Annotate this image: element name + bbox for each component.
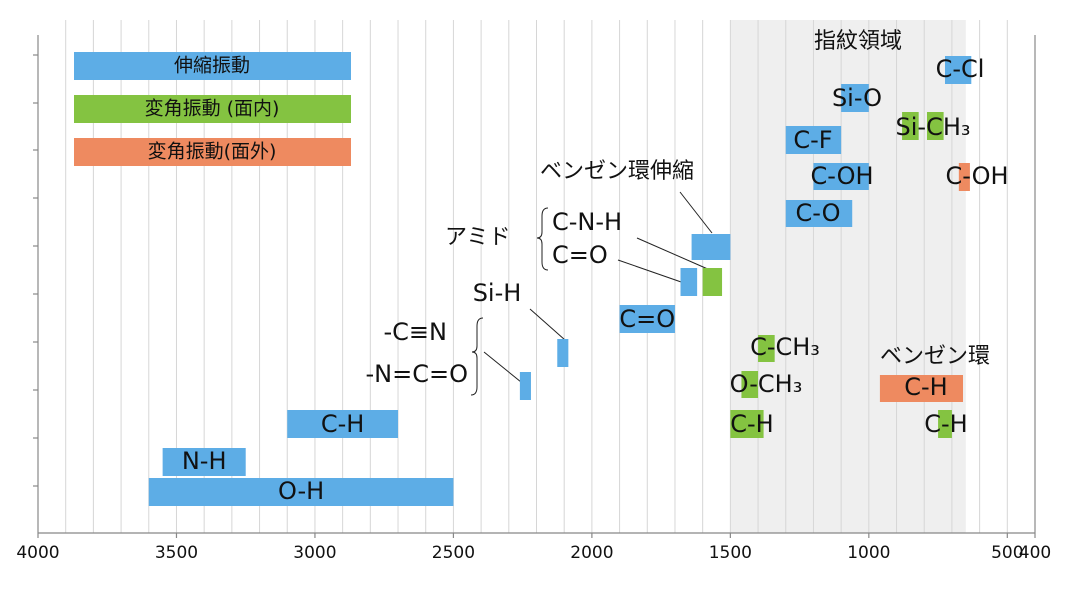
range-bar — [730, 410, 764, 438]
leader-line — [617, 259, 685, 284]
bar-label: Si-H — [473, 279, 522, 307]
bar-label: C-F — [793, 126, 832, 154]
bar-label: O-CH₃ — [730, 370, 803, 398]
leader-line — [483, 351, 522, 383]
bar-label: C-OH — [810, 162, 873, 190]
legend-label: 変角振動 (面内) — [145, 98, 280, 120]
bar-label: ベンゼン環 — [880, 344, 990, 369]
range-bar — [680, 268, 698, 296]
bar-label: -N=C=O — [366, 360, 468, 388]
bar-label: C-Cl — [936, 55, 985, 83]
range-bar — [702, 268, 723, 296]
range-bar — [944, 56, 972, 84]
range-bar — [758, 335, 775, 362]
brace — [536, 207, 549, 271]
bar-label: C=O — [619, 305, 675, 333]
range-bar — [519, 372, 531, 400]
x-tick-label: 1000 — [847, 543, 890, 563]
range-bar — [902, 112, 919, 140]
x-tick-label: 2500 — [432, 543, 475, 563]
range-bar — [557, 339, 569, 367]
region-label: 指紋領域 — [814, 29, 902, 54]
legend-label: 伸縮振動 — [174, 55, 250, 77]
bar-label: C-H — [924, 410, 967, 438]
range-bar — [619, 305, 675, 333]
x-tick-label: 2000 — [570, 543, 613, 563]
range-bar — [879, 375, 963, 402]
leader-line — [636, 237, 711, 271]
legend-swatch — [74, 138, 351, 166]
bar-label: C-H — [321, 410, 364, 438]
bar-label: N-H — [182, 447, 227, 475]
x-tick-label: 400 — [1019, 543, 1051, 563]
x-tick-label: 1500 — [709, 543, 752, 563]
bar-label: C-N-H — [552, 208, 622, 236]
x-tick-label: 3000 — [293, 543, 336, 563]
range-bar — [938, 410, 952, 438]
bar-label: Si-O — [832, 84, 882, 112]
range-bar — [148, 478, 454, 506]
x-tick-label: 3500 — [155, 543, 198, 563]
range-bar — [926, 112, 944, 140]
bar-label: C-O — [796, 199, 841, 227]
bar-label: Si-CH₃ — [896, 113, 971, 141]
range-bar — [785, 200, 853, 227]
bar-label: C=O — [552, 241, 608, 269]
legend-swatch — [74, 95, 351, 123]
range-bar — [287, 410, 399, 438]
range-bar — [813, 163, 869, 190]
bar-label: C-OH — [945, 162, 1008, 190]
range-bar — [785, 126, 842, 154]
range-bar — [841, 84, 869, 112]
bar-label: ベンゼン環伸縮 — [540, 159, 694, 184]
leader-line — [529, 308, 566, 341]
bar-label: -C≡N — [384, 318, 447, 346]
annotation: アミド — [445, 225, 511, 250]
x-tick-label: 500 — [991, 543, 1023, 563]
legend-swatch — [74, 52, 351, 80]
brace — [470, 317, 484, 396]
bar-label: O-H — [278, 477, 324, 505]
range-bar — [958, 163, 970, 191]
legend-label: 変角振動(面外) — [148, 141, 277, 163]
bar-label: C-CH₃ — [750, 333, 820, 361]
range-bar — [741, 371, 759, 398]
leader-line — [679, 191, 713, 234]
x-tick-label: 4000 — [16, 543, 59, 563]
range-bar — [691, 234, 731, 260]
range-bar — [162, 448, 246, 476]
bar-label: C-H — [730, 410, 773, 438]
bar-label: C-H — [904, 373, 947, 401]
